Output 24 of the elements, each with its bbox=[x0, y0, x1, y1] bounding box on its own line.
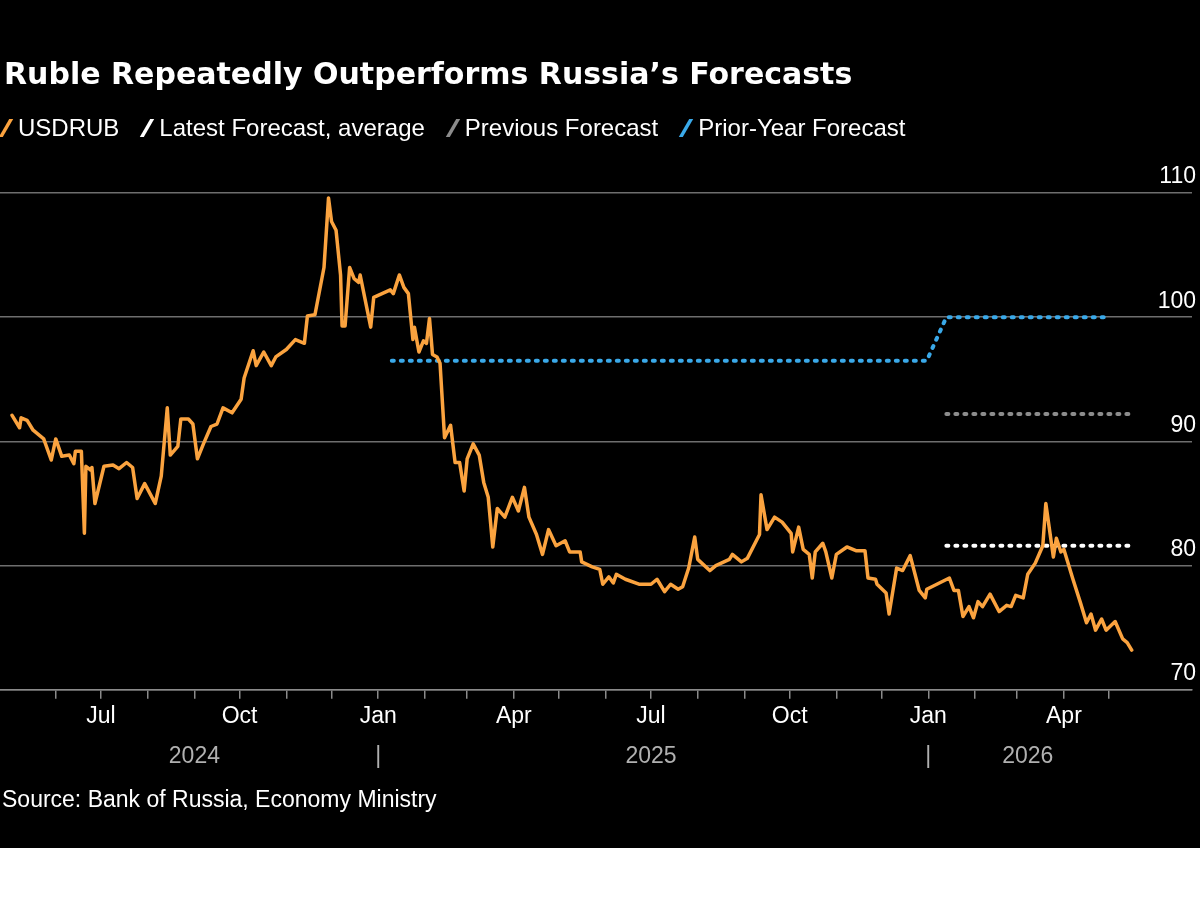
x-tick-label: Oct bbox=[771, 701, 809, 728]
y-tick-label: 100 bbox=[1157, 286, 1196, 313]
legend-label: Latest Forecast, average bbox=[159, 114, 425, 142]
legend-label: USDRUB bbox=[18, 114, 120, 142]
x2-tick-label: | bbox=[375, 741, 382, 768]
x-tick-label: Jan bbox=[359, 701, 397, 728]
x-tick-label: Apr bbox=[1046, 701, 1083, 728]
legend-label: Prior-Year Forecast bbox=[698, 114, 906, 142]
x2-tick-label: 2026 bbox=[1002, 741, 1054, 768]
source-note: Source: Bank of Russia, Economy Ministry bbox=[2, 786, 437, 813]
legend-label: Previous Forecast bbox=[464, 114, 659, 142]
x2-tick-label: 2024 bbox=[168, 741, 221, 768]
x2-tick-label: 2025 bbox=[625, 741, 677, 768]
y-tick-label: 110 bbox=[1159, 162, 1196, 189]
x-tick-label: Jul bbox=[636, 701, 666, 728]
y-tick-label: 80 bbox=[1170, 534, 1196, 561]
x-tick-label: Jan bbox=[909, 701, 947, 728]
y-tick-label: 90 bbox=[1170, 410, 1196, 437]
x-tick-label: Oct bbox=[221, 701, 259, 728]
x-tick-label: Jul bbox=[86, 701, 116, 728]
y-tick-label: 70 bbox=[1170, 659, 1196, 686]
x2-tick-label: | bbox=[925, 741, 932, 768]
x-tick-label: Apr bbox=[495, 701, 533, 728]
chart-title: Ruble Repeatedly Outperforms Russia’s Forecasts bbox=[4, 56, 853, 91]
